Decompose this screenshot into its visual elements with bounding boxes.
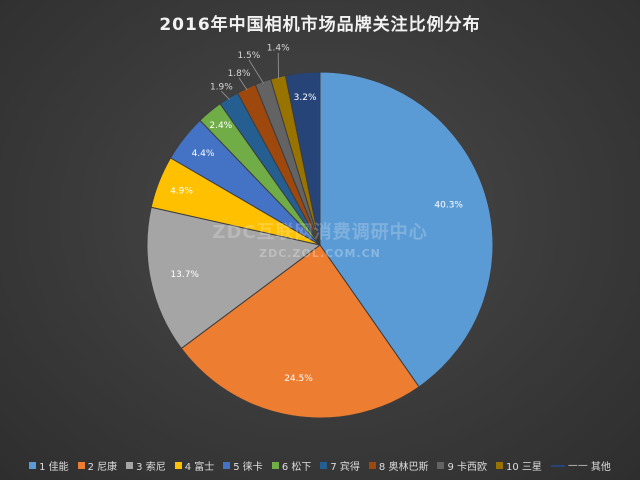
legend-item-2: 2 尼康 bbox=[77, 458, 118, 473]
legend-swatch bbox=[77, 462, 85, 469]
pie-slice-3 bbox=[146, 206, 322, 350]
legend-label: 10 三星 bbox=[506, 462, 542, 473]
pie-slice-1 bbox=[319, 71, 494, 388]
legend-label: 9 卡西欧 bbox=[447, 462, 487, 473]
leader-line-8 bbox=[238, 77, 248, 91]
data-label-6: 2.4% bbox=[209, 121, 232, 131]
data-label-9: 1.5% bbox=[237, 51, 260, 61]
legend-swatch bbox=[126, 462, 134, 469]
legend-swatch bbox=[223, 462, 231, 469]
legend-label: 1 佳能 bbox=[39, 462, 69, 473]
legend-item-1: 1 佳能 bbox=[29, 458, 69, 473]
legend-swatch bbox=[437, 462, 445, 469]
pie-slice-2 bbox=[180, 244, 420, 419]
legend-label: 6 松下 bbox=[281, 462, 312, 473]
pie-slices bbox=[146, 71, 494, 419]
legend-item-6: 6 松下 bbox=[271, 458, 312, 473]
legend-swatch bbox=[29, 462, 37, 469]
watermark-logo-text: ZDC互联网消费调研中心 bbox=[212, 222, 428, 243]
legend-swatch bbox=[174, 462, 182, 469]
data-label-3: 13.7% bbox=[170, 270, 199, 280]
legend-label: 7 宾得 bbox=[330, 462, 360, 473]
label-leader-lines bbox=[221, 52, 279, 100]
legend-swatch bbox=[368, 462, 376, 469]
legend-label: 2 尼康 bbox=[87, 462, 118, 473]
leader-line-7 bbox=[221, 91, 230, 100]
legend-item-11: —— 其他 bbox=[550, 458, 611, 473]
legend-item-5: 5 徕卡 bbox=[223, 458, 263, 473]
legend-label: 5 徕卡 bbox=[233, 462, 263, 473]
data-label-4: 4.9% bbox=[170, 187, 193, 197]
legend-item-10: 10 三星 bbox=[496, 458, 542, 473]
chart-title: 2016年中国相机市场品牌关注比例分布 bbox=[159, 15, 481, 35]
legend-item-7: 7 宾得 bbox=[320, 458, 360, 473]
legend-label: 8 奥林巴斯 bbox=[378, 462, 429, 473]
legend-dash: —— bbox=[567, 460, 588, 471]
pie-slice-11 bbox=[284, 71, 321, 246]
chart-legend: 1 佳能 2 尼康 3 索尼 4 富士 5 徕卡 6 松下 7 宾得 8 奥林巴斯 9 卡西欧 1… bbox=[0, 458, 640, 473]
legend-item-9: 9 卡西欧 bbox=[437, 458, 487, 473]
data-label-5: 4.4% bbox=[192, 149, 215, 159]
data-label-10: 1.4% bbox=[267, 44, 290, 54]
watermark-url: ZDC.ZOL.COM.CN bbox=[259, 247, 381, 260]
data-label-2: 24.5% bbox=[284, 374, 313, 384]
data-label-7: 1.9% bbox=[210, 82, 233, 92]
legend-item-3: 3 索尼 bbox=[126, 458, 166, 473]
data-label-8: 1.8% bbox=[228, 69, 251, 79]
legend-swatch bbox=[320, 462, 328, 469]
pie-chart: 40.3% 24.5% 13.7% 4.9% 4.4% 2.4% 1.9% 1.8% 1.5% 1… bbox=[146, 44, 494, 419]
data-label-11: 3.2% bbox=[294, 93, 317, 103]
pie-data-labels: 40.3% 24.5% 13.7% 4.9% 4.4% 2.4% 1.9% 1.8% 1.5% 1… bbox=[170, 44, 463, 385]
legend-label: 3 索尼 bbox=[136, 462, 166, 473]
leader-line-9 bbox=[248, 59, 264, 84]
legend-label: 其他 bbox=[590, 462, 611, 473]
data-label-1: 40.3% bbox=[434, 201, 463, 211]
legend-swatch bbox=[496, 462, 503, 469]
legend-label: 4 富士 bbox=[184, 462, 215, 473]
legend-swatch bbox=[271, 462, 279, 469]
legend-item-8: 8 奥林巴斯 bbox=[368, 458, 429, 473]
legend-swatch bbox=[550, 464, 565, 467]
legend-item-4: 4 富士 bbox=[174, 458, 215, 473]
